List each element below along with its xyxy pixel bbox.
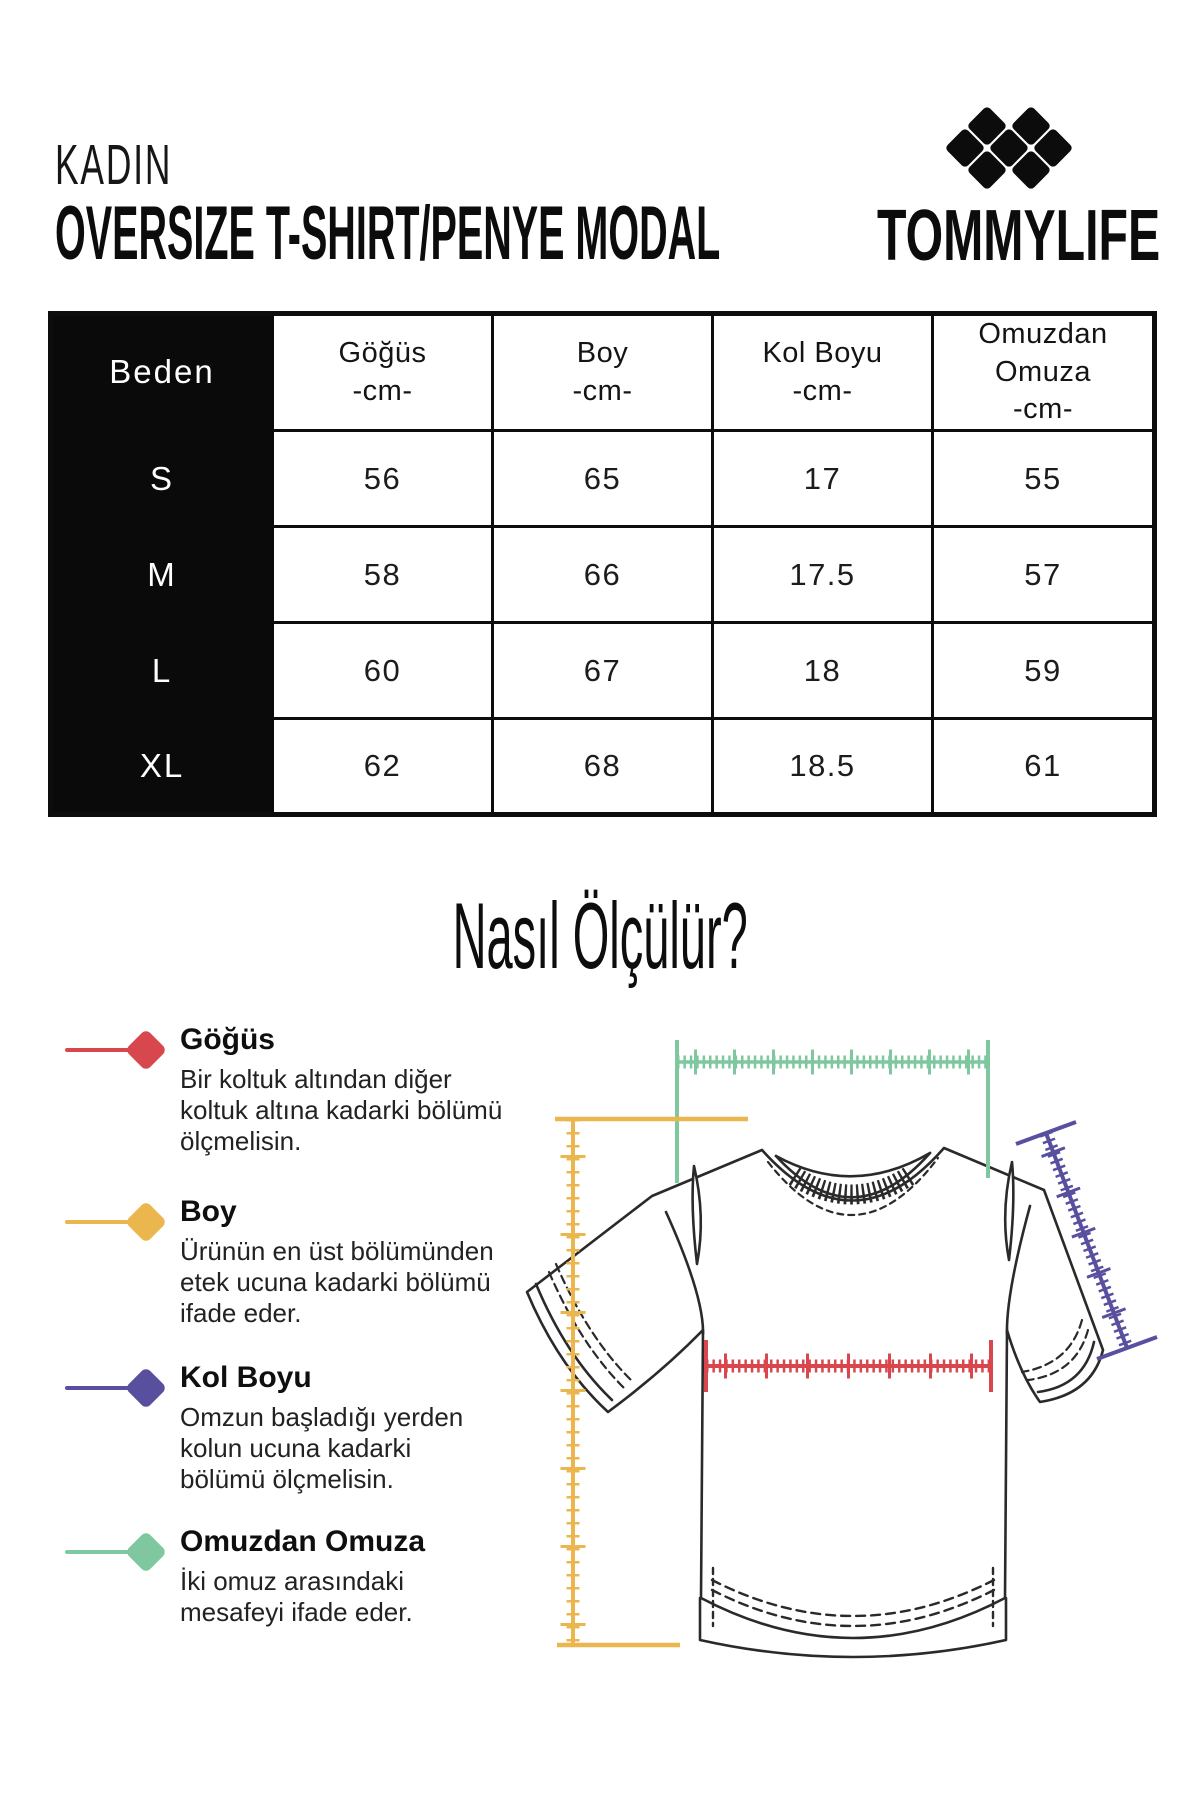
table-cell: 65 [491,429,714,529]
legend-description: Ürünün en üst bölümünden etek ucuna kada… [180,1236,494,1328]
table-header-row: Beden Göğüs -cm- Boy -cm- Kol Boyu -cm- … [49,311,1156,433]
legend-title: Kol Boyu [180,1361,312,1394]
table-cell: 61 [931,717,1156,817]
tommylife-diamonds-logo-icon [946,107,1072,189]
how-to-measure-heading: Nasıl Ölçülür? [0,883,1200,988]
table-cell: 17.5 [711,525,934,625]
table-cell: 68 [491,717,714,817]
red-diamond-marker-icon [65,1028,168,1072]
marker-diamond [124,1028,168,1072]
product-title: OVERSIZE T-SHIRT/PENYE MODAL [55,191,721,276]
column-header-gogus: Göğüs -cm- [271,311,494,433]
table-cell: 58 [271,525,494,625]
table-row: S 56 65 17 55 [49,429,1156,529]
table-cell: 18.5 [711,717,934,817]
yellow-diamond-marker-icon [65,1200,168,1244]
legend-title: Göğüs [180,1023,275,1056]
sleeve-ruler [1015,1120,1158,1361]
table-cell: 55 [931,429,1156,529]
marker-line [65,1550,133,1554]
column-header-boy: Boy -cm- [491,311,714,433]
table-cell: 66 [491,525,714,625]
table-row: XL 62 68 18.5 61 [49,717,1156,817]
legend-item-omuzdan-omuza: Omuzdan Omuza İki omuz arasındaki mesafe… [65,1524,535,1628]
size-label: XL [49,717,274,817]
marker-line [65,1048,133,1052]
table-cell: 62 [271,717,494,817]
how-to-measure-title: Nasıl Ölçülür? [452,883,748,988]
legend-description: Omzun başladığı yerden kolun ucuna kadar… [180,1402,464,1494]
marker-diamond [124,1200,168,1244]
marker-diamond [124,1530,168,1574]
column-header-kol-boyu: Kol Boyu -cm- [711,311,934,433]
legend-item-kol-boyu: Kol Boyu Omzun başladığı yerden kolun uc… [65,1360,535,1495]
legend-item-boy: Boy Ürünün en üst bölümünden etek ucuna … [65,1194,535,1329]
size-label: L [49,621,274,721]
legend-title: Omuzdan Omuza [180,1525,426,1558]
legend-title: Boy [180,1195,237,1228]
marker-line [65,1220,133,1224]
legend-item-gogus: Göğüs Bir koltuk altından diğer koltuk a… [65,1022,535,1157]
table-cell: 56 [271,429,494,529]
length-ruler [555,1116,748,1648]
table-cell: 57 [931,525,1156,625]
table-cell: 59 [931,621,1156,721]
legend-description: Bir koltuk altından diğer koltuk altına … [180,1064,503,1156]
category-label: KADIN [55,133,173,197]
table-row: M 58 66 17.5 57 [49,525,1156,625]
column-header-omuzdan-omuza: Omuzdan Omuza -cm- [931,311,1156,433]
brand-name: TOMMYLIFE [877,196,1161,276]
size-table: Beden Göğüs -cm- Boy -cm- Kol Boyu -cm- … [48,311,1157,818]
column-header-beden: Beden [49,311,274,433]
size-label: S [49,429,274,529]
tshirt-back-hem [698,1596,1008,1659]
green-diamond-marker-icon [65,1530,168,1574]
table-cell: 17 [711,429,934,529]
marker-line [65,1386,133,1390]
marker-diamond [124,1366,168,1410]
table-cell: 67 [491,621,714,721]
table-cell: 18 [711,621,934,721]
size-label: M [49,525,274,625]
legend-description: İki omuz arasındaki mesafeyi ifade eder. [180,1566,413,1627]
shoulder-ruler [675,1040,990,1183]
chest-ruler [704,1340,993,1392]
tshirt-sketch [525,1146,1105,1640]
table-cell: 60 [271,621,494,721]
purple-diamond-marker-icon [65,1366,168,1410]
table-row: L 60 67 18 59 [49,621,1156,721]
